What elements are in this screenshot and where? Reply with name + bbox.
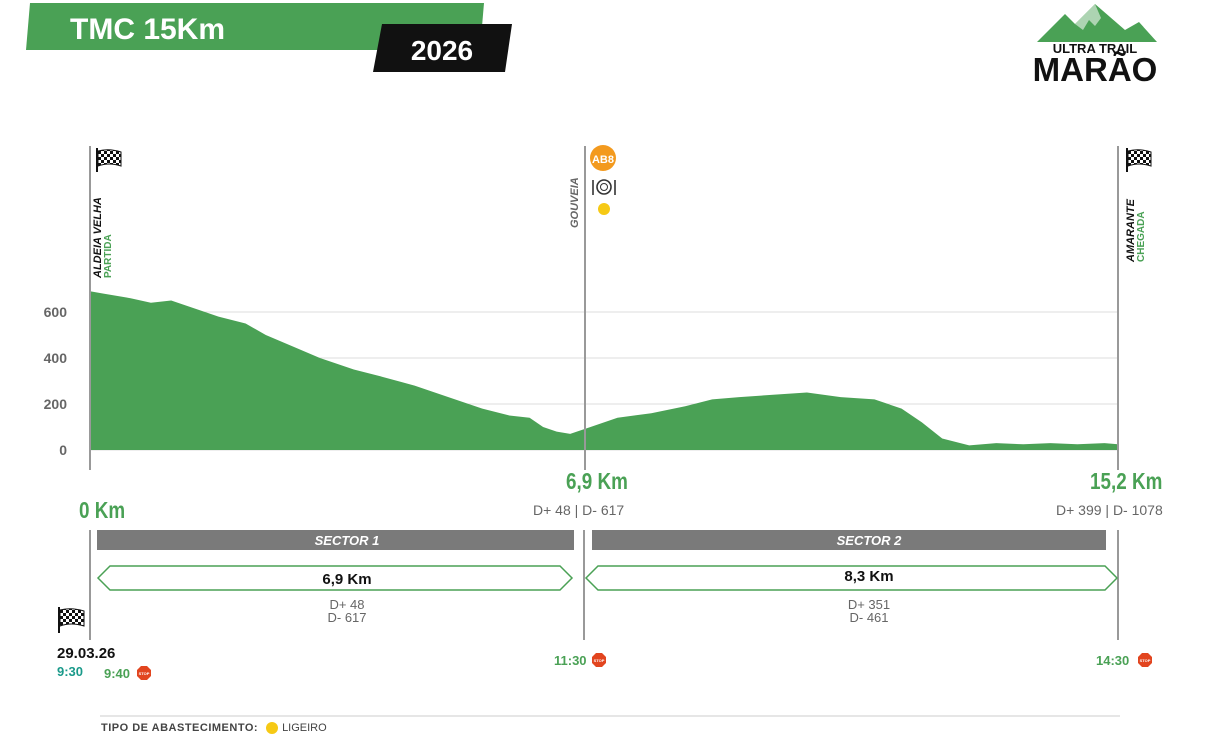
light-aid-dot-icon — [598, 203, 610, 215]
legend-item-label: LIGEIRO — [282, 722, 327, 734]
sector-1-distance: 6,9 Km — [322, 571, 371, 588]
finish-cutoff-time: 14:30 — [1096, 653, 1130, 668]
sector-2-bar — [592, 530, 1106, 550]
logo-line1: ULTRA TRAIL — [1053, 41, 1138, 56]
sector-2-label: SECTOR 2 — [837, 533, 903, 548]
ultra-trail-marao-logo: ULTRA TRAIL MARÃO — [1033, 4, 1158, 88]
aid-legend: TIPO DE ABASTECIMENTO: LIGEIRO — [101, 722, 327, 734]
checkpoint-lines — [89, 146, 1119, 470]
header-banner: TMC 15Km 2026 — [26, 3, 512, 72]
cp1-cutoff-time: 11:30 — [554, 653, 587, 668]
logo-line2: MARÃO — [1033, 51, 1158, 88]
race-date: 29.03.26 — [57, 645, 116, 662]
food-plate-icon — [592, 179, 616, 195]
race-title: TMC 15Km — [70, 13, 225, 46]
sector-1-label: SECTOR 1 — [315, 533, 380, 548]
legend-title: TIPO DE ABASTECIMENTO: — [101, 722, 259, 734]
svg-text:STOP: STOP — [594, 658, 605, 663]
svg-text:STOP: STOP — [1140, 658, 1151, 663]
checkered-flag-icon — [1126, 148, 1152, 172]
km-mark-cp1: 6,9 Km — [566, 468, 628, 494]
sector-1-d-minus: D- 617 — [327, 610, 366, 625]
elevation-area — [90, 291, 1118, 450]
sector-2-distance-arrow — [584, 565, 1119, 591]
km-mark-0: 0 Km — [79, 497, 126, 523]
race-year: 2026 — [411, 35, 473, 66]
km-mark-finish: 15,2 Km — [1090, 468, 1163, 494]
y-tick-label: 0 — [59, 442, 67, 458]
sector-1-bar — [97, 530, 574, 550]
stop-icon: STOP — [137, 666, 151, 680]
title-banner-bg — [26, 3, 484, 50]
legend-dot-icon — [266, 722, 279, 734]
sector-1-distance-arrow — [96, 565, 574, 591]
y-tick-label: 200 — [44, 396, 68, 412]
y-axis-ticks: 0 200 400 600 — [44, 304, 68, 458]
stop-icon: STOP — [1138, 653, 1152, 667]
aid-station-badge: AB8 — [590, 145, 616, 171]
year-banner-bg — [373, 24, 512, 72]
start-time: 9:30 — [57, 664, 84, 679]
sector-2-d-minus: D- 461 — [849, 610, 888, 625]
stop-icon: STOP — [592, 653, 606, 667]
aid-badge-label: AB8 — [592, 154, 614, 166]
start-cutoff-time: 9:40 — [104, 666, 131, 681]
sector-1-d-plus: D+ 48 — [329, 597, 364, 612]
sector-2-distance: 8,3 Km — [844, 568, 893, 585]
elevation-summary-cp1: D+ 48 | D- 617 — [533, 502, 625, 518]
checkered-flag-icon — [58, 607, 85, 633]
checkered-flag-icon — [96, 148, 122, 172]
y-tick-label: 600 — [44, 304, 68, 320]
y-tick-label: 400 — [44, 350, 68, 366]
elevation-summary-finish: D+ 399 | D- 1078 — [1056, 502, 1163, 518]
svg-text:STOP: STOP — [139, 671, 150, 676]
sector-2-d-plus: D+ 351 — [848, 597, 890, 612]
